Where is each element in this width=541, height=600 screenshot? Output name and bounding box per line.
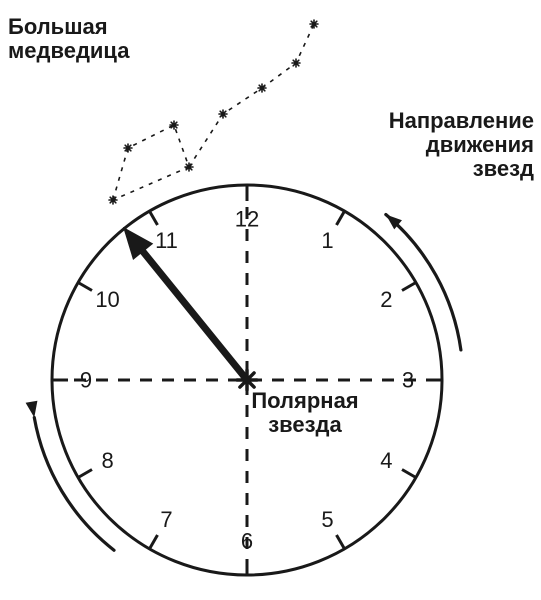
- dipper-star-7: [310, 20, 318, 28]
- dipper-star-0: [109, 196, 117, 204]
- label-big-dipper-1: Большая: [8, 14, 108, 39]
- hour-num-7: 7: [160, 507, 172, 532]
- hour-num-8: 8: [101, 448, 113, 473]
- hour-num-9: 9: [80, 368, 92, 393]
- dipper-star-6: [292, 59, 300, 67]
- dipper-star-1: [124, 144, 132, 152]
- dipper-star-4: [219, 110, 227, 118]
- dipper-star-5: [258, 84, 266, 92]
- hour-num-11: 11: [155, 228, 178, 253]
- label-polaris-1: Полярная: [251, 388, 358, 413]
- label-direction-2: движения: [426, 132, 534, 157]
- hour-num-6: 6: [241, 529, 253, 554]
- hour-num-4: 4: [380, 448, 392, 473]
- label-direction-3: звезд: [473, 156, 534, 181]
- label-direction-1: Направление: [389, 108, 534, 133]
- dipper-star-2: [170, 121, 178, 129]
- dipper-star-3: [185, 163, 193, 171]
- label-big-dipper-2: медведица: [8, 38, 130, 63]
- hour-num-0: 12: [235, 207, 259, 232]
- label-polaris-2: звезда: [268, 412, 342, 437]
- hour-num-2: 2: [380, 287, 392, 312]
- hour-num-3: 3: [402, 368, 414, 393]
- canvas-bg: [0, 0, 541, 600]
- hour-num-1: 1: [321, 228, 333, 253]
- hour-num-5: 5: [321, 507, 333, 532]
- hour-num-10: 10: [95, 287, 119, 312]
